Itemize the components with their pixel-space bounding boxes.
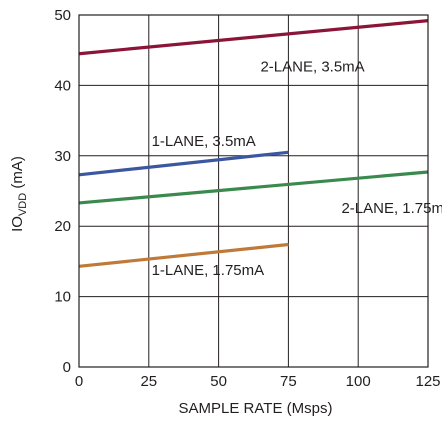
y-axis-label: IOVDD (mA) bbox=[9, 156, 29, 232]
x-tick-label: 125 bbox=[415, 373, 440, 390]
plot-frame bbox=[78, 14, 429, 368]
x-tick-label: 0 bbox=[75, 373, 83, 390]
series-labels: 2-LANE, 3.5mA 1-LANE, 3.5mA 2-LANE, 1.75mA… bbox=[152, 58, 442, 278]
y-tick-label: 50 bbox=[54, 7, 71, 24]
x-tick-label: 100 bbox=[346, 373, 371, 390]
y-tick-label: 10 bbox=[54, 289, 71, 306]
series-label: 2-LANE, 3.5mA bbox=[260, 58, 364, 75]
x-tick-label: 25 bbox=[140, 373, 157, 390]
y-tick-labels: 0 10 20 30 40 50 bbox=[54, 7, 71, 376]
y-tick-label: 0 bbox=[63, 359, 71, 376]
series-label: 2-LANE, 1.75mA bbox=[341, 200, 442, 217]
y-tick-label: 30 bbox=[54, 148, 71, 165]
series-line bbox=[78, 19, 429, 56]
series-line bbox=[78, 170, 429, 205]
grid-lines bbox=[78, 14, 429, 368]
y-tick-label: 40 bbox=[54, 77, 71, 94]
series-label: 1-LANE, 3.5mA bbox=[152, 133, 256, 150]
series-line bbox=[78, 150, 289, 177]
x-tick-labels: 0 25 50 75 100 125 bbox=[75, 373, 441, 390]
series-label: 1-LANE, 1.75mA bbox=[152, 262, 265, 279]
series-lines bbox=[78, 19, 429, 268]
y-axis-label-unit: (mA) bbox=[9, 156, 26, 193]
x-axis-label: SAMPLE RATE (Msps) bbox=[179, 400, 333, 417]
y-tick-label: 20 bbox=[54, 218, 71, 235]
y-axis-label-subscript: VDD bbox=[17, 193, 29, 216]
y-axis-label-main: IO bbox=[9, 216, 26, 232]
x-tick-label: 75 bbox=[280, 373, 297, 390]
series-line bbox=[78, 242, 289, 268]
x-tick-label: 50 bbox=[210, 373, 227, 390]
